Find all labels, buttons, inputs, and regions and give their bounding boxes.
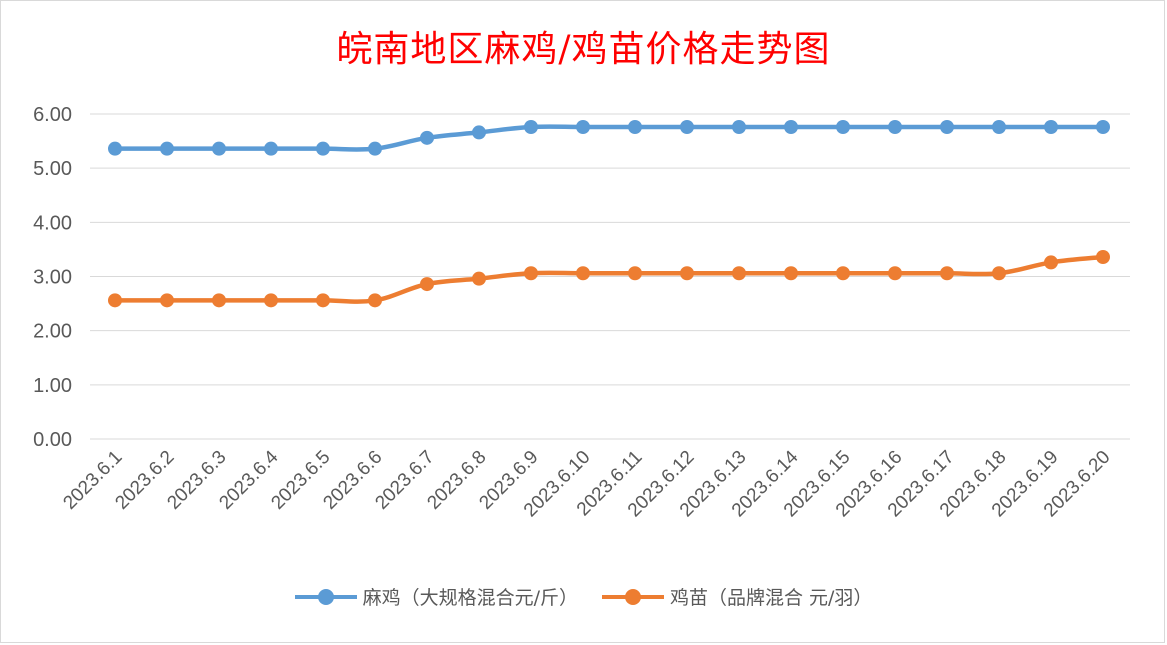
y-tick-label-4: 4.00: [33, 212, 72, 234]
series-1-point-3: [264, 141, 278, 156]
series-2-point-12: [732, 266, 746, 281]
series-1-point-4: [316, 141, 330, 156]
series-2-point-19: [1096, 250, 1110, 264]
series-1-point-17: [992, 120, 1006, 134]
chart-legend: 麻鸡（大规格混合元/斤） 鸡苗（品牌混合 元/羽）: [0, 583, 1167, 610]
series-1-point-19: [1096, 120, 1110, 134]
y-tick-label-0: 0.00: [33, 429, 72, 451]
series-line-2: [115, 254, 1104, 304]
y-tick-label-2: 2.00: [33, 321, 72, 343]
series-2-point-8: [524, 266, 538, 281]
series-2-point-4: [316, 293, 330, 308]
series-1-point-2: [212, 141, 226, 156]
series-1-point-5: [368, 141, 382, 156]
legend-item-series-1: 麻鸡（大规格混合元/斤）: [294, 583, 578, 610]
series-2-point-0: [108, 293, 122, 308]
series-1-point-6: [420, 130, 434, 145]
series-2-point-11: [680, 266, 694, 281]
series-2-point-15: [888, 266, 902, 281]
legend-label-series-2: 鸡苗（品牌混合 元/羽）: [669, 587, 873, 609]
series-1-point-8: [524, 120, 538, 134]
series-1-point-9: [576, 120, 590, 134]
series-1-point-7: [472, 125, 486, 140]
series-1-point-14: [836, 120, 850, 134]
y-tick-label-3: 3.00: [33, 267, 72, 289]
series-1-point-11: [680, 120, 694, 134]
series-1-point-15: [888, 120, 902, 134]
legend-item-series-2: 鸡苗（品牌混合 元/羽）: [601, 583, 873, 610]
series-2-point-3: [264, 293, 278, 308]
series-line-1: [115, 124, 1103, 152]
series-2-point-13: [784, 266, 798, 281]
series-2-point-17: [992, 266, 1006, 281]
series-1-point-16: [940, 120, 954, 134]
series-2-point-9: [576, 266, 590, 281]
series-1-point-0: [108, 141, 122, 156]
legend-label-series-1: 麻鸡（大规格混合元/斤）: [362, 587, 578, 609]
series-2-point-7: [472, 271, 486, 286]
series-1-point-10: [628, 120, 642, 134]
series-1-point-1: [160, 141, 174, 156]
series-2-point-18: [1044, 255, 1058, 270]
series-2-point-5: [368, 293, 382, 308]
series-2-point-2: [212, 293, 226, 308]
y-tick-label-1: 1.00: [33, 375, 72, 397]
series-2-point-10: [628, 266, 642, 281]
legend-swatch-series-2: [601, 588, 664, 605]
series-2-point-14: [836, 266, 850, 281]
series-1-point-12: [732, 120, 746, 134]
y-tick-label-5: 5.00: [33, 158, 72, 180]
series-2-point-16: [940, 266, 954, 281]
y-tick-label-6: 6.00: [33, 104, 72, 126]
legend-swatch-series-1: [294, 588, 357, 605]
chart-title: 皖南地区麻鸡/鸡苗价格走势图: [336, 29, 831, 70]
series-2-point-6: [420, 277, 434, 292]
series-2-point-1: [160, 293, 174, 308]
series-1-point-13: [784, 120, 798, 134]
series-1-point-18: [1044, 120, 1058, 134]
